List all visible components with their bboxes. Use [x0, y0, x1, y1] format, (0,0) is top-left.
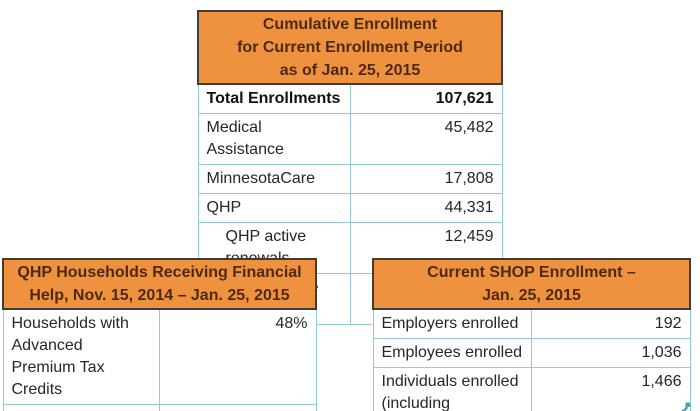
row-value: 17,808: [349, 164, 503, 194]
title-line: QHP Households Receiving Financial: [17, 264, 302, 281]
row-label: Medical Assistance: [197, 113, 351, 165]
title-line: Cumulative Enrollment: [262, 16, 438, 33]
cumulative-enrollment-table: Cumulative Enrollment for Current Enroll…: [197, 10, 503, 325]
title-line: Jan. 25, 2015: [482, 287, 581, 304]
table-row: Households with Cost Sharing Reductions …: [2, 404, 317, 411]
table-row: QHP 44,331: [197, 193, 503, 223]
title-line: as of Jan. 25, 2015: [279, 62, 421, 79]
row-label: Employees enrolled: [372, 338, 532, 368]
row-value: 1,466: [531, 367, 691, 411]
row-label: QHP: [197, 193, 351, 223]
table-row: MinnesotaCare 17,808: [197, 164, 503, 194]
row-value: 48%: [159, 308, 317, 405]
row-value: 45,482: [349, 113, 503, 165]
qhp-financial-help-table: QHP Households Receiving Financial Help,…: [2, 258, 317, 411]
shop-enrollment-table: Current SHOP Enrollment – Jan. 25, 2015 …: [372, 258, 691, 411]
corner-swoosh-icon: [680, 402, 690, 411]
row-label: Individuals enrolled (including dependen…: [372, 367, 532, 411]
title-line: Help, Nov. 15, 2014 – Jan. 25, 2015: [29, 287, 290, 304]
row-value: 107,621: [349, 83, 503, 114]
title-line: for Current Enrollment Period: [237, 39, 463, 56]
row-label: Employers enrolled: [372, 308, 532, 339]
row-value: 192: [531, 308, 691, 339]
row-label: MinnesotaCare: [197, 164, 351, 194]
table-row: Total Enrollments 107,621: [197, 83, 503, 114]
table-row: Households with Advanced Premium Tax Cre…: [2, 308, 317, 405]
row-label: Total Enrollments: [197, 83, 351, 114]
table-row: Medical Assistance 45,482: [197, 113, 503, 165]
qhp-financial-help-table-title: QHP Households Receiving Financial Help,…: [2, 258, 317, 310]
table-row: Employers enrolled 192: [372, 308, 691, 339]
row-value: 44,331: [349, 193, 503, 223]
row-label: Households with Cost Sharing Reductions: [2, 404, 160, 411]
shop-enrollment-table-title: Current SHOP Enrollment – Jan. 25, 2015: [372, 258, 691, 310]
row-value: 13%: [159, 404, 317, 411]
row-label: Households with Advanced Premium Tax Cre…: [2, 308, 160, 405]
row-value: 1,036: [531, 338, 691, 368]
table-row: Employees enrolled 1,036: [372, 338, 691, 368]
table-row: Individuals enrolled (including dependen…: [372, 367, 691, 411]
title-line: Current SHOP Enrollment –: [427, 264, 636, 281]
cumulative-enrollment-table-title: Cumulative Enrollment for Current Enroll…: [197, 10, 503, 85]
